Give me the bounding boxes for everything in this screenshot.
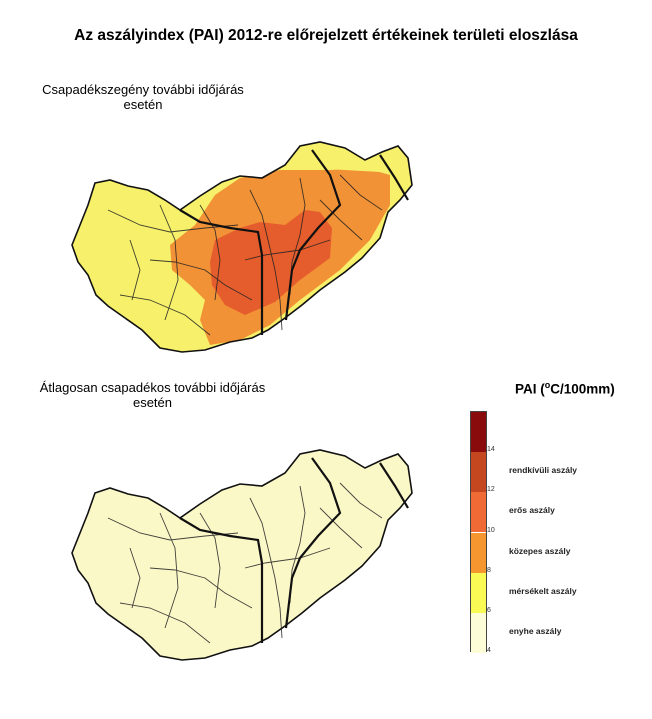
legend-title: PAI (oC/100mm)	[515, 380, 615, 397]
legend-title-degree: o	[544, 380, 551, 390]
legend-category-label: rendkívüli aszály	[509, 465, 578, 476]
legend-band	[471, 612, 486, 653]
legend-tick-label: 14	[487, 446, 495, 454]
dry-map-fill	[72, 142, 412, 352]
legend-color-bar	[470, 411, 487, 653]
top-map-caption-line2: esetén	[123, 97, 163, 112]
legend-tick-label: 10	[487, 526, 495, 534]
legend-title-suffix: C/100mm)	[550, 381, 615, 397]
top-map-caption-line1: Csapadékszegény további időjárás	[42, 82, 244, 97]
legend-category-label: enyhe aszály	[509, 625, 562, 636]
legend-category-label: közepes aszály	[509, 545, 571, 556]
legend-tick-label: 8	[487, 566, 491, 574]
legend-category-label: mérsékelt aszály	[509, 585, 577, 596]
figure-title: Az aszályindex (PAI) 2012-re előrejelzet…	[74, 27, 578, 44]
legend-band	[471, 572, 486, 613]
legend-band	[471, 532, 486, 573]
legend-tick-label: 4	[487, 647, 491, 654]
legend-tick-label: 12	[487, 486, 495, 494]
average-map-fill	[72, 450, 412, 660]
legend-band	[471, 492, 486, 533]
top-map-caption: Csapadékszegény további időjárás esetén	[18, 82, 268, 112]
legend-title-prefix: PAI (	[515, 381, 545, 397]
bottom-map-caption: Átlagosan csapadékos további időjárás es…	[10, 380, 295, 410]
bottom-map-caption-line1: Átlagosan csapadékos további időjárás	[39, 380, 266, 395]
legend-band	[471, 452, 486, 493]
legend-category-label: erős aszály	[509, 505, 555, 516]
legend-tick-label: 6	[487, 606, 491, 614]
legend-band	[471, 412, 486, 453]
bottom-map-caption-line2: esetén	[132, 395, 173, 410]
